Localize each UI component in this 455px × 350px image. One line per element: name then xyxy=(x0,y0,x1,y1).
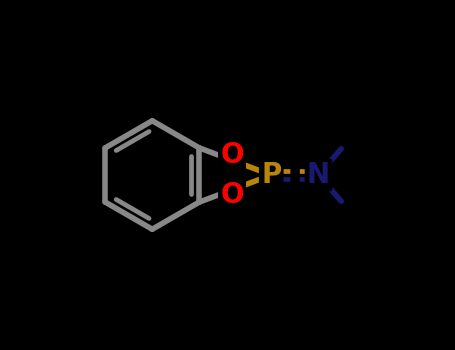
Text: O: O xyxy=(220,141,244,169)
Text: N: N xyxy=(307,161,330,189)
Text: P: P xyxy=(261,161,281,189)
Text: O: O xyxy=(220,181,244,209)
